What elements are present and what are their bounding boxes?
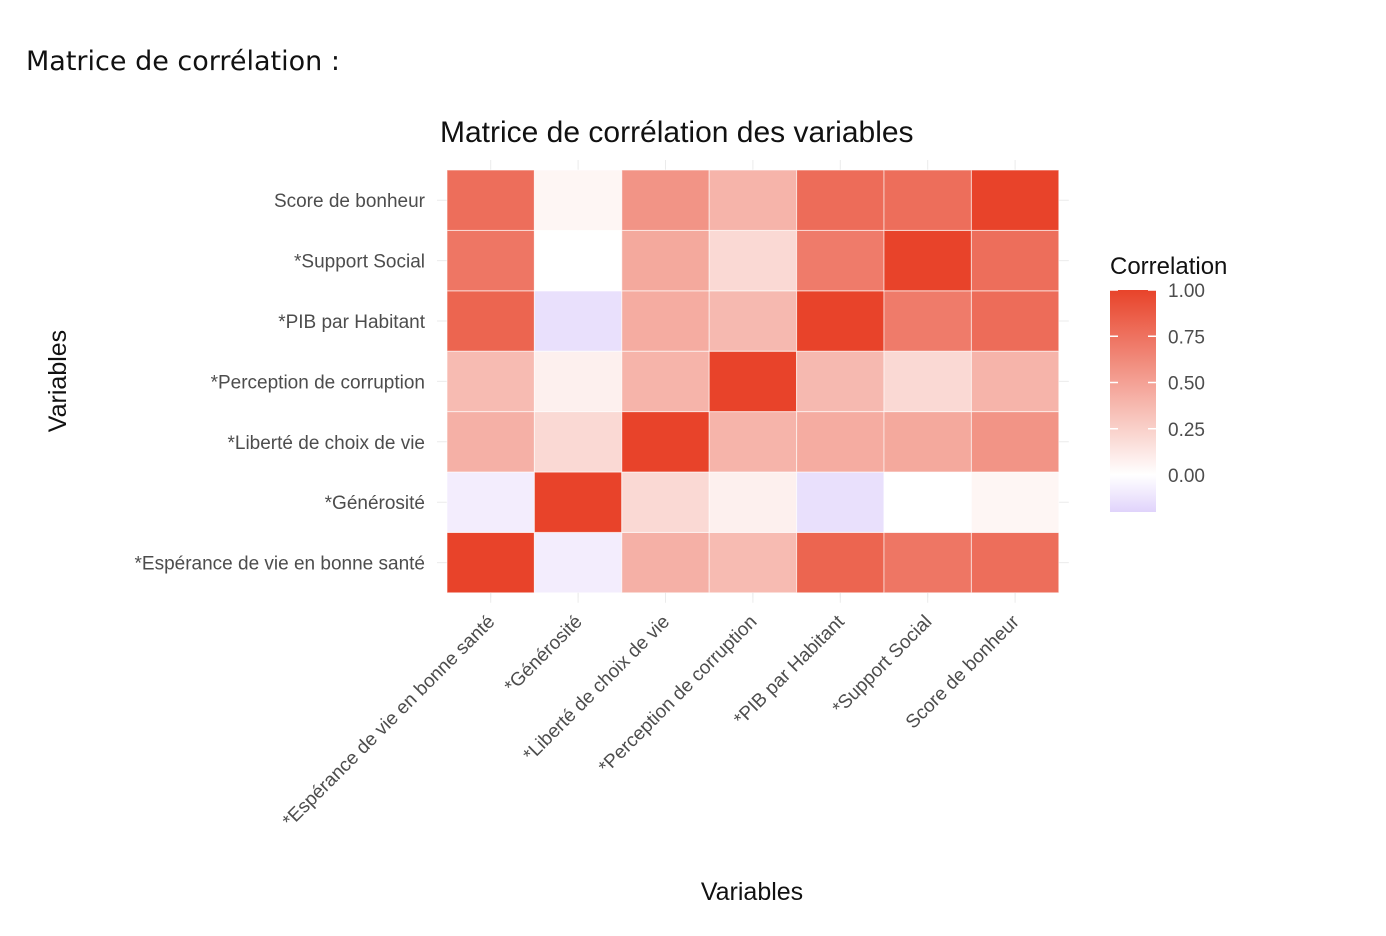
heatmap-cell	[970, 411, 1060, 473]
chart-title: Matrice de corrélation des variables	[440, 116, 914, 149]
heatmap-cell	[533, 531, 623, 594]
heatmap-cell	[796, 169, 885, 231]
heatmap-cell	[708, 290, 798, 352]
x-axis-ticks: *Espérance de vie en bonne santé *Généros…	[279, 592, 1024, 832]
heatmap-cell	[970, 169, 1060, 231]
legend-label: 0.00	[1168, 466, 1205, 487]
heatmap-cell	[621, 290, 710, 352]
y-tick-label: Score de bonheur	[274, 191, 426, 212]
heatmap-cell	[970, 471, 1060, 533]
heatmap-cell	[446, 229, 535, 292]
heatmap-cell	[533, 350, 623, 413]
heatmap-cell	[621, 471, 710, 533]
heatmap-cell	[883, 290, 972, 352]
heatmap-cell	[970, 229, 1060, 292]
x-tick-label: *Perception de corruption	[595, 611, 761, 777]
heatmap-cell	[446, 411, 535, 473]
heatmap-cell	[796, 471, 885, 533]
x-axis-title: Variables	[701, 878, 803, 906]
legend-label: 0.25	[1168, 420, 1205, 441]
heatmap-cell	[621, 350, 710, 413]
legend-label: 1.00	[1168, 281, 1205, 302]
heatmap-cell	[621, 229, 710, 292]
page-heading: Matrice de corrélation :	[26, 46, 340, 77]
heatmap-cell	[883, 169, 972, 231]
x-tick-label: *Liberté de choix de vie	[520, 611, 675, 766]
heatmap-cell	[883, 411, 972, 473]
heatmap-cell	[883, 350, 972, 413]
heatmap-cell	[446, 350, 535, 413]
y-axis-title: Variables	[44, 330, 72, 432]
heatmap-cell	[970, 290, 1060, 352]
legend-label: 0.75	[1168, 327, 1205, 348]
x-tick-label: *Espérance de vie en bonne santé	[279, 611, 499, 831]
heatmap-cell	[970, 350, 1060, 413]
legend-colorbar	[1110, 290, 1156, 512]
heatmap-cells	[446, 169, 1060, 594]
heatmap-cell	[708, 531, 798, 594]
y-tick-label: *Perception de corruption	[211, 372, 425, 393]
y-tick-label: *Générosité	[325, 493, 425, 514]
legend-label: 0.50	[1168, 374, 1205, 395]
heatmap-cell	[621, 411, 710, 473]
heatmap-cell	[883, 229, 972, 292]
heatmap-cell	[446, 471, 535, 533]
x-tick-label: *Générosité	[501, 611, 587, 697]
heatmap-cell	[533, 290, 623, 352]
y-tick-label: *Espérance de vie en bonne santé	[135, 554, 426, 575]
heatmap-cell	[621, 531, 710, 594]
heatmap-cell	[533, 229, 623, 292]
y-tick-label: *Support Social	[294, 252, 425, 273]
heatmap-cell	[708, 350, 798, 413]
heatmap-cell	[708, 471, 798, 533]
heatmap-cell	[796, 350, 885, 413]
heatmap-cell	[533, 169, 623, 231]
heatmap-cell	[446, 290, 535, 352]
heatmap-cell	[446, 531, 535, 594]
heatmap-cell	[796, 411, 885, 473]
heatmap-cell	[970, 531, 1060, 594]
heatmap-cell	[533, 471, 623, 533]
y-axis-ticks: *Espérance de vie en bonne santé *Généros…	[135, 191, 426, 574]
heatmap-cell	[796, 531, 885, 594]
heatmap-cell	[708, 169, 798, 231]
heatmap-cell	[796, 290, 885, 352]
y-tick-label: *PIB par Habitant	[278, 312, 426, 333]
heatmap-cell	[708, 411, 798, 473]
color-legend: Correlation 1.00 0.75 0.50 0.25 0.00	[1110, 253, 1227, 512]
heatmap-cell	[883, 471, 972, 533]
heatmap-cell	[883, 531, 972, 594]
legend-title: Correlation	[1110, 253, 1227, 280]
heatmap-cell	[796, 229, 885, 292]
heatmap-cell	[446, 169, 535, 231]
heatmap-cell	[533, 411, 623, 473]
heatmap-cell	[621, 169, 710, 231]
y-tick-label: *Liberté de choix de vie	[227, 433, 425, 454]
heatmap-cell	[708, 229, 798, 292]
